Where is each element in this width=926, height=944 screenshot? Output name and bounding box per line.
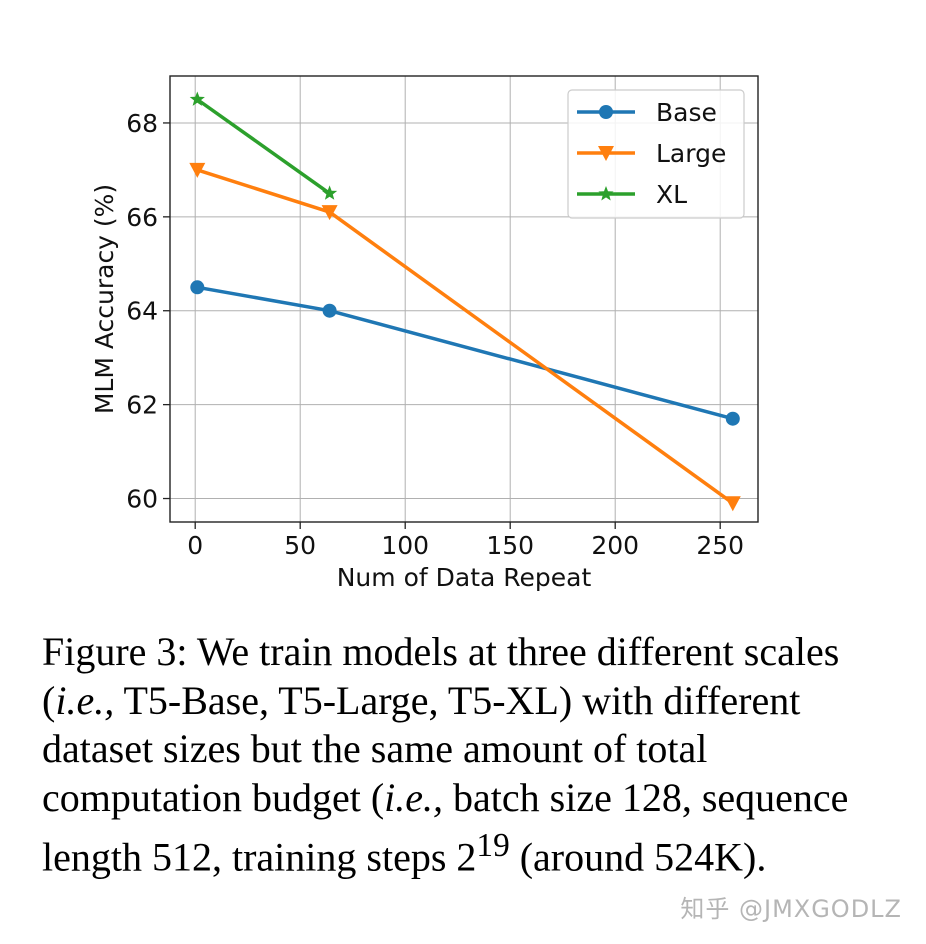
series-line-base — [196, 285, 734, 421]
plot-frame — [169, 75, 759, 523]
caption-text-1: We train models at three different scale… — [42, 629, 840, 723]
caption-exponent: 19 — [476, 827, 510, 864]
data-point-xl — [322, 185, 338, 200]
legend: Base Large XL — [567, 89, 745, 219]
caption-label: Figure 3: — [42, 629, 188, 674]
y-tick-label: 62 — [126, 391, 158, 420]
data-point-base — [725, 411, 740, 426]
caption-ie-2: i.e., — [384, 774, 444, 820]
figure-caption: Figure 3: We train models at three diffe… — [42, 628, 912, 882]
y-tick-label: 68 — [126, 109, 158, 138]
caption-text-2: T5-Base, T5-Large, T5-XL) with different… — [42, 677, 801, 820]
data-point-base — [190, 280, 205, 295]
series-line-xl — [196, 98, 331, 195]
data-point-base — [322, 303, 337, 318]
y-tick-label: 60 — [126, 485, 158, 514]
x-axis-label: Num of Data Repeat — [337, 563, 592, 592]
data-point-large — [321, 205, 338, 221]
x-tick-label: 150 — [486, 531, 534, 560]
legend-label-large: Large — [656, 139, 726, 168]
y-tick-label: 64 — [126, 297, 158, 326]
caption-ie-1: i.e., — [55, 677, 115, 723]
watermark: 知乎 @JMXGODLZ — [680, 895, 902, 923]
x-tick-label: 50 — [284, 531, 316, 560]
y-tick-label: 66 — [126, 203, 158, 232]
data-point-large — [189, 162, 206, 178]
legend-marker-large — [598, 146, 614, 161]
chart: 0 50 100 150 200 250 60 62 64 66 68 Num of Data Re… — [90, 75, 759, 592]
axis-ticks: 0 50 100 150 200 250 60 62 64 66 68 — [126, 109, 744, 560]
data-point-large — [724, 496, 741, 512]
x-tick-label: 250 — [696, 531, 744, 560]
legend-label-xl: XL — [656, 180, 687, 209]
legend-label-base: Base — [656, 98, 717, 127]
x-tick-label: 100 — [381, 531, 429, 560]
series-line-large — [196, 168, 734, 505]
y-axis-label: MLM Accuracy (%) — [90, 184, 119, 414]
caption-text-4: (around 524K). — [509, 834, 767, 880]
series-layer — [189, 91, 741, 512]
x-tick-label: 200 — [591, 531, 639, 560]
caption-text-3: batch size 128, sequence length 512, tra… — [42, 774, 849, 880]
legend-marker-base — [599, 105, 613, 119]
x-tick-label: 0 — [187, 531, 203, 560]
legend-marker-xl — [598, 186, 614, 201]
data-point-xl — [189, 91, 205, 106]
legend-box — [567, 89, 745, 219]
